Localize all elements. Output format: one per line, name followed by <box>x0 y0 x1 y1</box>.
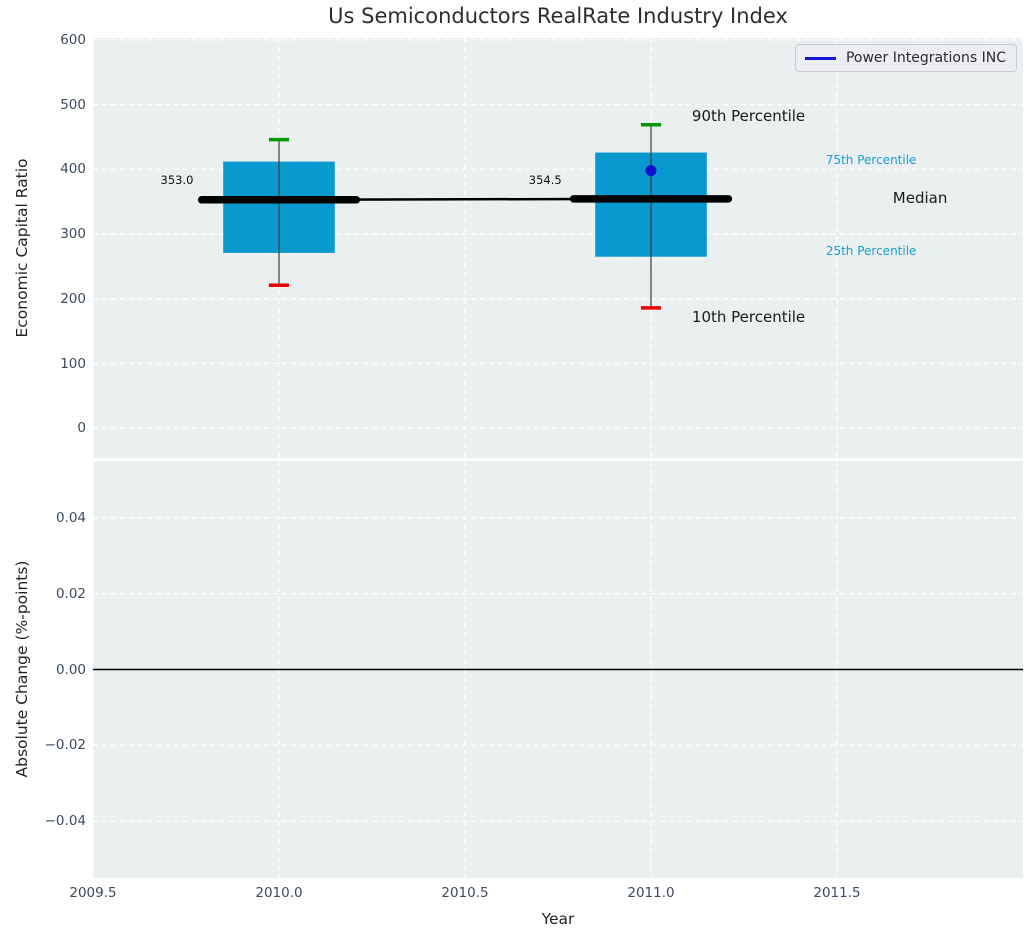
annotation-median: Median <box>892 188 948 207</box>
annotation-25th-percentile: 25th Percentile <box>825 243 917 258</box>
y-tick-100: 100 <box>60 355 86 372</box>
y-tick-0: 0 <box>77 420 86 437</box>
y-tick-600: 600 <box>60 31 86 48</box>
x-tick-2010.5: 2010.5 <box>441 885 489 901</box>
y-tick-300: 300 <box>60 226 86 243</box>
annotation-75th-percentile: 75th Percentile <box>825 153 917 168</box>
y-tick-0.02: 0.02 <box>55 585 86 602</box>
y-tick-400: 400 <box>60 161 86 178</box>
annotation-90th-percentile: 90th Percentile <box>691 106 806 125</box>
y-tick-200: 200 <box>60 290 86 307</box>
x-tick-2010.0: 2010.0 <box>255 885 303 901</box>
bottom-plot-area <box>93 461 1023 878</box>
annotation-10th-percentile: 10th Percentile <box>691 307 806 326</box>
y-tick-0.04: 0.04 <box>55 509 86 526</box>
annotation-353.0: 353.0 <box>160 173 194 188</box>
legend-label: Power Integrations INC <box>845 50 1006 66</box>
y-tick--0.04: −0.04 <box>44 813 86 830</box>
legend[interactable]: Power Integrations INC <box>794 44 1017 72</box>
bottom-plot-canvas <box>93 461 1023 878</box>
annotation-354.5: 354.5 <box>528 172 562 187</box>
x-tick-2009.5: 2009.5 <box>69 885 117 901</box>
y-axis-label-top: Economic Capital Ratio <box>13 158 31 338</box>
chart-title: Us Semiconductors RealRate Industry Inde… <box>328 4 788 28</box>
top-plot-canvas <box>93 38 1023 458</box>
x-tick-2011.5: 2011.5 <box>813 885 861 901</box>
legend-line-swatch <box>804 56 836 60</box>
y-tick-500: 500 <box>60 96 86 113</box>
y-tick--0.02: −0.02 <box>44 737 86 754</box>
y-tick-0.00: 0.00 <box>55 661 86 678</box>
x-tick-2011.0: 2011.0 <box>627 885 675 901</box>
top-plot-area: Power Integrations INC <box>93 38 1023 458</box>
company-point-power-integrations-inc <box>645 165 657 177</box>
x-axis-label: Year <box>541 910 575 928</box>
